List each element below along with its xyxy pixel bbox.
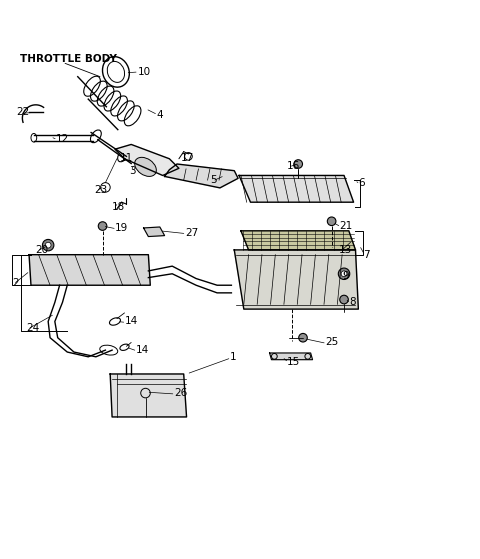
Text: 9: 9	[343, 271, 349, 281]
Text: 25: 25	[325, 338, 338, 348]
Text: 24: 24	[26, 323, 39, 333]
Text: 26: 26	[174, 388, 187, 398]
Text: 11: 11	[120, 153, 133, 163]
Circle shape	[45, 242, 51, 248]
Text: 21: 21	[339, 221, 352, 231]
Text: 4: 4	[156, 110, 163, 120]
Text: 16: 16	[287, 161, 300, 171]
Text: 18: 18	[112, 202, 125, 212]
Circle shape	[338, 268, 350, 280]
Text: THROTTLE BODY: THROTTLE BODY	[21, 54, 117, 64]
Text: 5: 5	[210, 175, 217, 185]
Polygon shape	[234, 250, 359, 309]
Polygon shape	[165, 164, 238, 188]
Text: 15: 15	[287, 357, 300, 367]
Text: 14: 14	[124, 316, 138, 326]
Circle shape	[299, 333, 307, 342]
Text: 12: 12	[56, 134, 70, 144]
Text: 3: 3	[129, 165, 136, 176]
Circle shape	[340, 295, 348, 304]
Text: 22: 22	[17, 107, 30, 117]
Text: 8: 8	[349, 297, 355, 307]
Circle shape	[341, 271, 347, 277]
Text: 23: 23	[95, 185, 108, 195]
Circle shape	[98, 222, 107, 230]
Text: 2: 2	[12, 278, 19, 288]
Polygon shape	[239, 176, 354, 202]
Text: 17: 17	[180, 153, 193, 163]
Polygon shape	[115, 144, 179, 176]
Polygon shape	[110, 374, 187, 417]
Text: 14: 14	[136, 345, 149, 355]
Circle shape	[42, 239, 54, 251]
Circle shape	[294, 160, 302, 168]
Polygon shape	[270, 353, 312, 359]
Text: 20: 20	[36, 245, 49, 255]
Text: 10: 10	[137, 67, 151, 77]
Ellipse shape	[135, 157, 156, 177]
Polygon shape	[241, 231, 356, 250]
Text: 13: 13	[339, 245, 352, 255]
Text: 27: 27	[185, 228, 198, 238]
Text: 6: 6	[359, 178, 365, 188]
Text: 7: 7	[363, 250, 370, 260]
Text: 1: 1	[229, 352, 236, 362]
Polygon shape	[29, 255, 150, 285]
Circle shape	[327, 217, 336, 226]
Polygon shape	[144, 227, 165, 236]
Text: 19: 19	[115, 223, 128, 233]
